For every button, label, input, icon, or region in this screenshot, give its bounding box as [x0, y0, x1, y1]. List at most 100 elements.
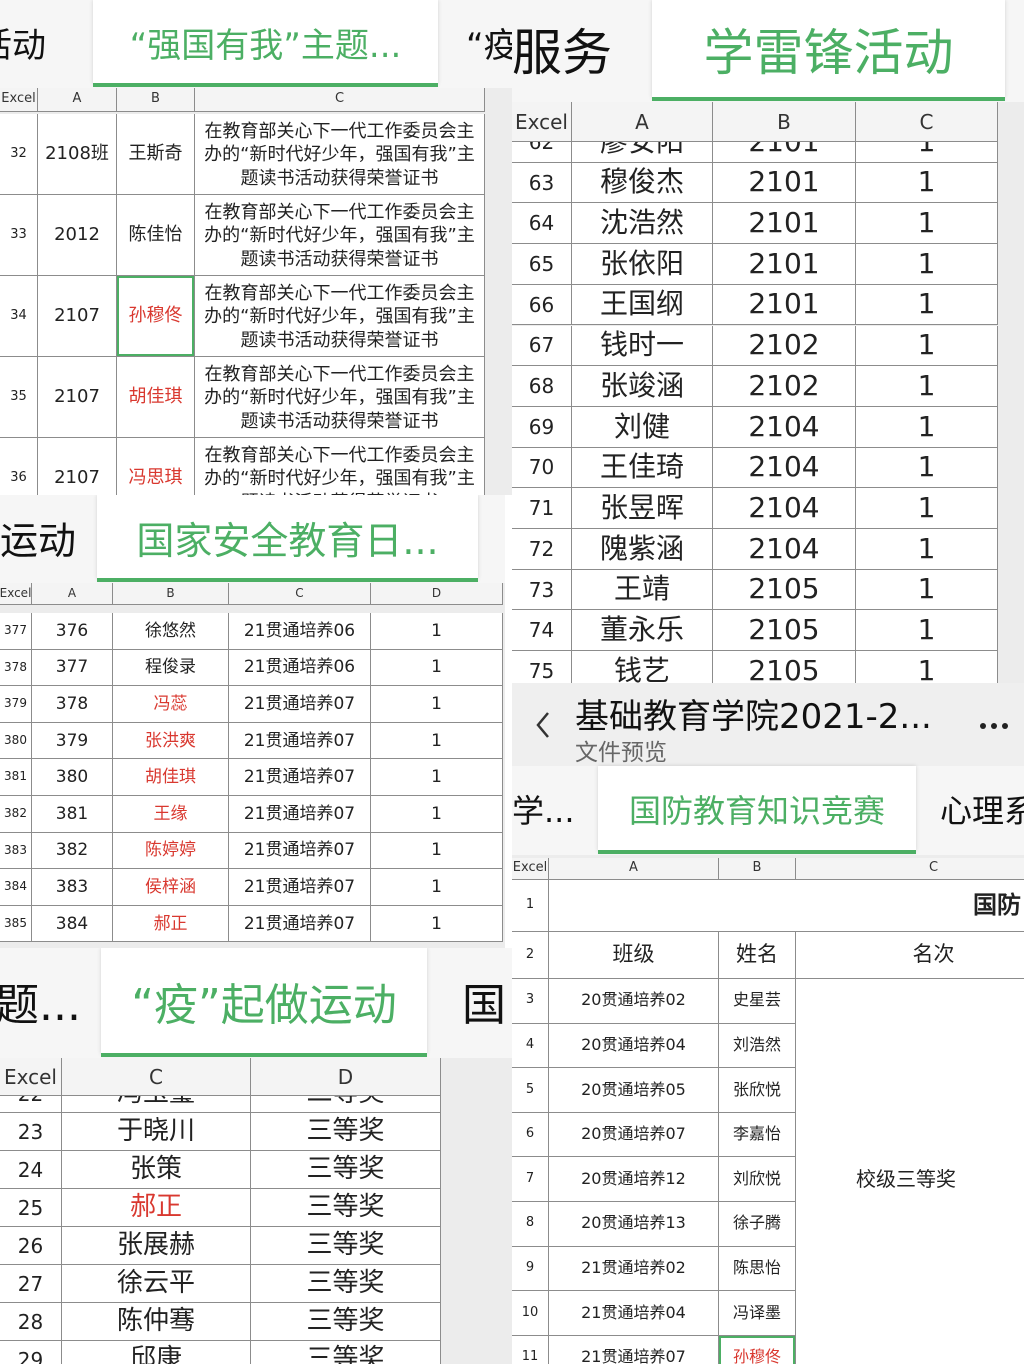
column-header: A — [572, 102, 713, 142]
column-header: A — [38, 88, 117, 112]
row-number: 381 — [0, 759, 32, 796]
cell: 2102 — [713, 366, 856, 407]
row-number: 29 — [0, 1341, 62, 1364]
sheet-tab[interactable]: 学... — [512, 791, 575, 830]
cell: 1 — [371, 905, 503, 943]
cell: 1 — [856, 447, 998, 489]
sheet-tab[interactable]: “强国有我”主题... — [93, 0, 438, 84]
cell: 在教育部关心下一代工作委员会主办的“新时代好少年，强国有我”主题读书活动获得荣誉… — [195, 195, 485, 276]
row-number: 36 — [0, 438, 38, 495]
tab-underline — [97, 578, 478, 582]
cell: 1 — [856, 284, 998, 326]
cell: 1 — [856, 488, 998, 529]
sheet-grid: ExcelABC62廖安阳2101163穆俊杰2101164沈浩然2101165… — [512, 102, 1024, 683]
column-header: A — [549, 858, 719, 880]
row-number: 33 — [0, 195, 38, 276]
sheet-tab[interactable]: 题... — [0, 980, 81, 1031]
spreadsheet-panel: 题...“疫”起做运动国ExcelCD22冯玉璽二等奖23于晓川三等奖24张策三… — [0, 948, 512, 1364]
cell: 隗紫涵 — [572, 529, 713, 570]
tab-bar: 题... “疫”起做运动国 — [0, 948, 512, 1058]
cell: 沈浩然 — [572, 203, 713, 245]
sheet-tab[interactable]: 活动 — [0, 25, 46, 66]
cell: 1 — [856, 651, 998, 683]
cell: 21贯通培养07 — [229, 832, 371, 870]
cell: 王缘 — [113, 796, 229, 833]
cell: 2105 — [713, 569, 856, 611]
column-header: C — [856, 102, 998, 142]
cell: 2107 — [38, 357, 117, 438]
sheet-tab[interactable]: 服务 — [512, 24, 612, 82]
cell: 穆俊杰 — [572, 162, 713, 204]
more-icon[interactable] — [978, 721, 1014, 731]
sheet-tab[interactable]: 国 — [462, 980, 506, 1031]
cell: 徐云平 — [62, 1265, 251, 1303]
row-number: 5 — [512, 1068, 549, 1113]
sheet-tab[interactable]: “疫”起做运动 — [101, 948, 427, 1054]
cell: 张竣涵 — [572, 366, 713, 407]
row-number: 11 — [512, 1335, 549, 1364]
tab-bar: 活动 “强国有我”主题... “疫 — [0, 0, 512, 88]
column-header: C — [229, 583, 371, 605]
cell: 侯梓涵 — [113, 869, 229, 906]
cell: 刘欣悦 — [719, 1157, 796, 1202]
back-icon[interactable] — [532, 705, 556, 745]
row-number: 8 — [512, 1202, 549, 1247]
column-header: Excel — [0, 88, 38, 112]
cell: 2101 — [713, 203, 856, 245]
header-row-cell: 名次 — [796, 932, 1024, 979]
tab-underline — [598, 850, 916, 854]
row-number: 25 — [0, 1189, 62, 1227]
cell: 于晓川 — [62, 1113, 251, 1151]
cell: 王佳琦 — [572, 447, 713, 489]
cell: 2101 — [713, 284, 856, 326]
row-number: 378 — [0, 649, 32, 687]
cell: 刘浩然 — [719, 1023, 796, 1069]
sheet-tab[interactable]: 运动 — [0, 518, 77, 563]
column-header: C — [796, 858, 1024, 880]
cell: 381 — [32, 796, 113, 833]
row-number: 9 — [512, 1246, 549, 1292]
cell: 21贯通培养02 — [549, 1246, 719, 1292]
row-number: 66 — [512, 284, 572, 326]
cell: 1 — [371, 759, 503, 796]
sheet-tab[interactable]: 国家安全教育日... — [97, 495, 478, 579]
header-row-cell: 班级 — [549, 932, 719, 979]
cell: 张策 — [62, 1151, 251, 1189]
sheet-tab[interactable]: 学雷锋活动 — [652, 0, 1005, 98]
sheet-tab[interactable]: 国防教育知识竞赛 — [598, 766, 916, 851]
cell: 382 — [32, 832, 113, 870]
row-number: 382 — [0, 796, 32, 833]
row-number: 28 — [0, 1303, 62, 1341]
cell: 陈思怡 — [719, 1246, 796, 1292]
cell: 孙穆佟 — [719, 1335, 796, 1364]
row-number: 1 — [512, 880, 549, 932]
cell: 2101 — [713, 162, 856, 204]
row-number: 68 — [512, 366, 572, 407]
spreadsheet-panel: 基础教育学院2021-2... 文件预览 学... 国防教育知识竞赛 心理系 Excel A… — [512, 683, 1024, 1364]
cell: 1 — [371, 686, 503, 723]
sheet-grid: ExcelCD22冯玉璽二等奖23于晓川三等奖24张策三等奖25郝正三等奖26张… — [0, 1058, 512, 1364]
cell: 2102 — [713, 325, 856, 367]
cell: 王斯奇 — [117, 114, 195, 195]
merged-cell: 校级三等奖 — [796, 979, 1024, 1364]
cell: 20贯通培养12 — [549, 1157, 719, 1202]
cell: 三等奖 — [251, 1341, 441, 1364]
cell: 在教育部关心下一代工作委员会主办的“新时代好少年，强国有我”主题读书活动获得荣誉… — [195, 438, 485, 495]
row-number: 75 — [512, 651, 572, 683]
cell: 张昱晖 — [572, 488, 713, 529]
tab-bar: 运动 国家安全教育日... — [0, 495, 505, 583]
cell: 陈仲骞 — [62, 1303, 251, 1341]
cell: 在教育部关心下一代工作委员会主办的“新时代好少年，强国有我”主题读书活动获得荣誉… — [195, 276, 485, 357]
row-number: 26 — [0, 1227, 62, 1265]
cell: 刘健 — [572, 406, 713, 448]
cell: 钱时一 — [572, 325, 713, 367]
cell: 郝正 — [113, 905, 229, 943]
cell: 2108班 — [38, 114, 117, 195]
row-number: 24 — [0, 1151, 62, 1189]
sheet-tab[interactable]: “疫 — [466, 25, 512, 66]
cell: 孙穆佟 — [117, 276, 195, 357]
cell: 三等奖 — [251, 1151, 441, 1189]
sheet-tab[interactable]: 心理系 — [940, 791, 1024, 830]
column-header: C — [195, 88, 485, 112]
